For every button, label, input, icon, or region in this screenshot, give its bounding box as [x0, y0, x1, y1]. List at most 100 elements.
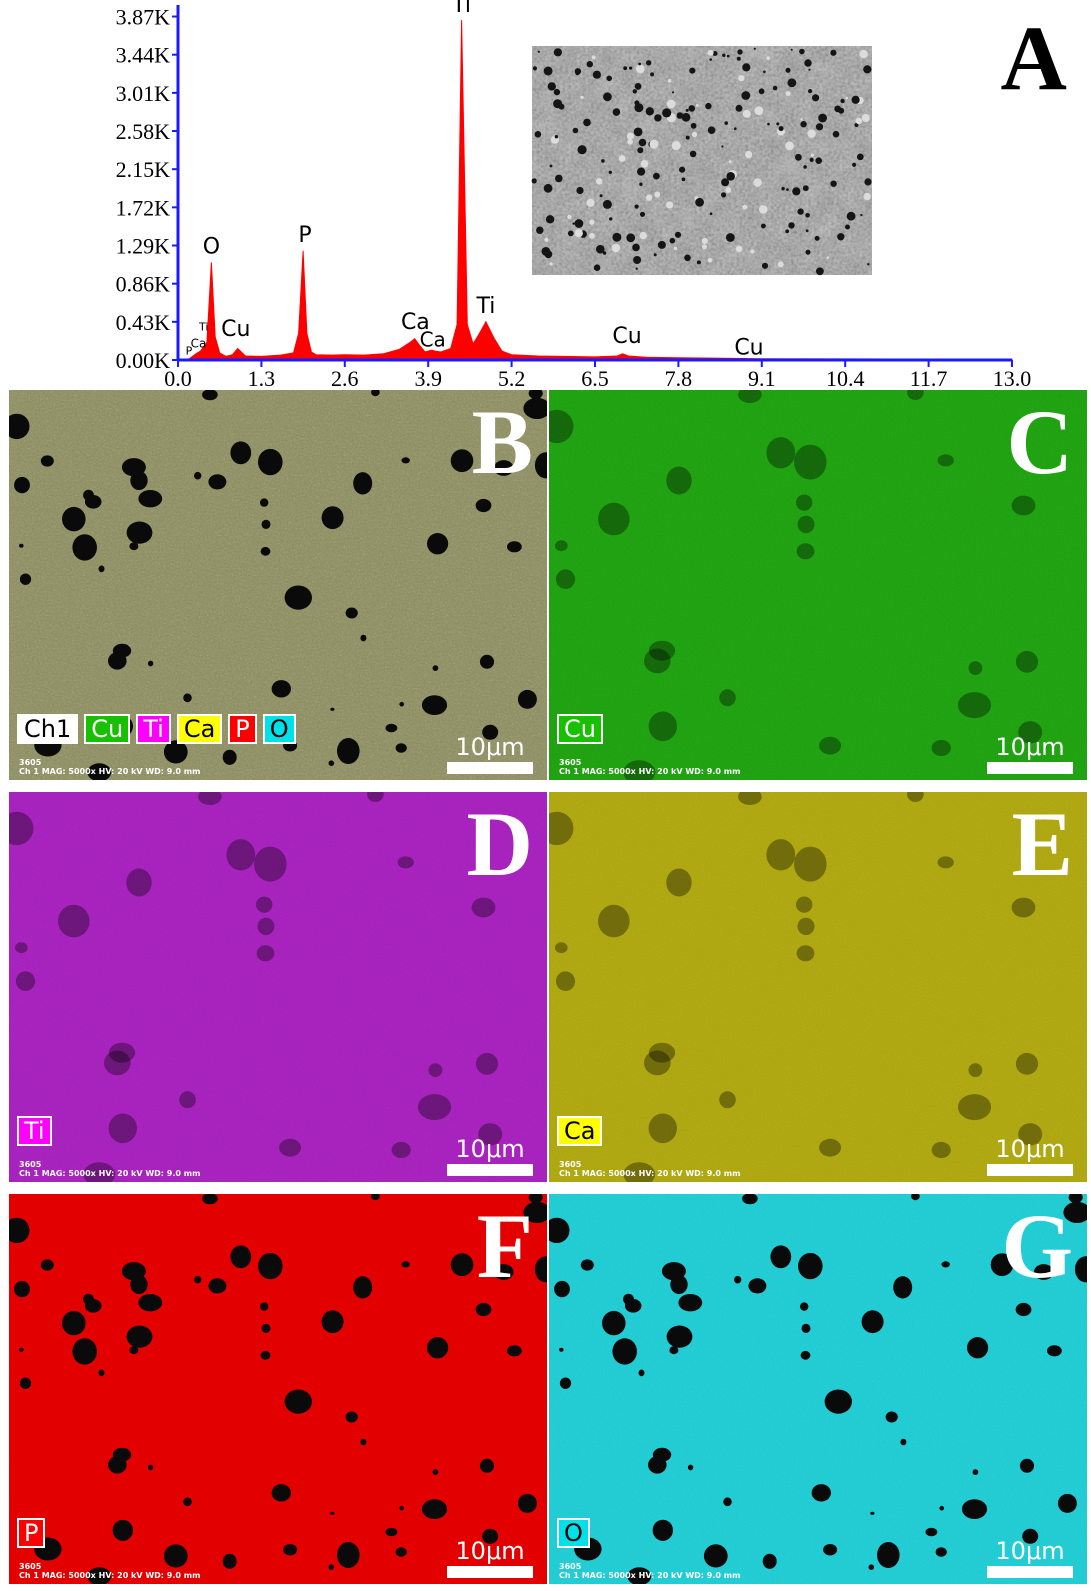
sem-pore: [785, 91, 791, 97]
info-line: Ch 1 MAG: 5000x HV: 20 kV WD: 9.0 mm: [19, 767, 201, 776]
pore: [371, 1194, 380, 1201]
pore: [801, 1323, 811, 1333]
pore: [475, 1052, 499, 1075]
legend-chip-ti: Ti: [136, 714, 171, 744]
pore: [937, 856, 954, 869]
pore: [937, 454, 954, 467]
sem-pore: [536, 226, 544, 234]
sem-pore: [586, 60, 593, 68]
acquisition-info: 3605 Ch 1 MAG: 5000x HV: 20 kV WD: 9.0 m…: [19, 758, 200, 776]
legend-chip-ca: Ca: [557, 1116, 603, 1146]
sem-pore: [531, 178, 537, 184]
pore: [624, 1299, 642, 1313]
pore: [559, 1347, 564, 1352]
pore: [417, 1094, 452, 1121]
pore: [824, 1389, 852, 1414]
sem-pore: [685, 108, 689, 112]
pore: [907, 390, 924, 400]
map-image-o: [549, 1194, 1087, 1584]
sem-pore: [707, 257, 713, 263]
pore: [421, 1499, 448, 1519]
sem-pore: [634, 204, 639, 209]
pore: [652, 1519, 673, 1541]
element-legend: O: [557, 1518, 590, 1548]
pore: [395, 743, 407, 753]
sem-pore: [738, 75, 745, 82]
pore: [598, 502, 630, 536]
sem-pore: [859, 49, 868, 59]
sem-pore: [800, 118, 803, 121]
pore: [98, 565, 105, 573]
sem-pore: [633, 256, 642, 264]
scale-bar-label: 10μm: [995, 1537, 1065, 1565]
sem-pore: [860, 213, 863, 217]
pore: [253, 846, 287, 882]
sem-pore: [742, 109, 751, 118]
sem-pore: [623, 66, 628, 71]
scale-bar-label: 10μm: [455, 733, 525, 761]
pore: [627, 1567, 652, 1584]
sem-pore: [725, 187, 732, 193]
pore: [284, 1389, 312, 1414]
sem-pore: [627, 138, 633, 145]
sem-pore: [595, 178, 603, 185]
sem-pore: [854, 123, 859, 127]
sem-pore: [721, 192, 727, 198]
pore: [935, 1547, 947, 1557]
sem-pore: [534, 131, 542, 138]
sem-pore: [745, 150, 753, 159]
pore: [257, 917, 275, 936]
sem-pore: [726, 172, 735, 181]
scale-bar: 10μm: [447, 1136, 533, 1176]
pore: [796, 896, 813, 913]
pore: [330, 1511, 335, 1515]
map-panel-b: B Ch1 Cu Ti Ca P O 3605 Ch 1 MAG: 5000x …: [9, 390, 547, 780]
pore: [40, 455, 54, 467]
pore: [900, 1438, 907, 1446]
sem-pore: [626, 233, 636, 243]
pore: [669, 1346, 679, 1355]
sem-pore: [707, 126, 716, 134]
sem-pore: [808, 68, 811, 71]
pore: [399, 1505, 405, 1511]
sem-pore: [543, 183, 553, 193]
pore: [961, 1499, 988, 1519]
sem-pore: [633, 127, 643, 137]
pore: [450, 1253, 474, 1277]
sem-pore: [681, 112, 691, 122]
sem-pore: [634, 103, 644, 113]
sem-pore: [856, 153, 864, 161]
sem-pore: [736, 56, 741, 61]
pore: [87, 1567, 112, 1584]
pore: [870, 1511, 875, 1515]
info-line: Ch 1 MAG: 5000x HV: 20 kV WD: 9.0 mm: [559, 1169, 741, 1178]
pore: [1018, 1123, 1043, 1146]
sem-pore: [776, 122, 780, 126]
sem-pore: [750, 249, 755, 254]
pore: [478, 1123, 503, 1146]
pore: [623, 760, 656, 780]
x-tick-label: 5.2: [498, 366, 526, 388]
panel-label-a: A: [1000, 7, 1067, 109]
pore: [911, 1194, 920, 1201]
pore: [104, 1050, 131, 1076]
sem-pore: [805, 213, 810, 218]
sem-pore: [599, 194, 603, 198]
sem-pore: [626, 132, 635, 140]
pore: [742, 1194, 758, 1205]
sem-pore: [804, 59, 812, 67]
acquisition-info: 3605 Ch 1 MAG: 5000x HV: 20 kV WD: 9.0 m…: [559, 1562, 740, 1580]
pore: [126, 1325, 153, 1348]
peak-label: Ca: [420, 328, 446, 352]
sem-pore: [574, 219, 584, 228]
sem-pore: [812, 94, 820, 102]
sem-pore: [574, 229, 583, 238]
pore: [401, 457, 410, 464]
pore: [260, 498, 269, 507]
pore: [230, 1245, 252, 1269]
sem-pore: [577, 145, 587, 155]
pore: [399, 701, 405, 707]
sem-pore: [837, 233, 845, 241]
sem-pore: [646, 60, 652, 66]
pore: [126, 868, 152, 897]
